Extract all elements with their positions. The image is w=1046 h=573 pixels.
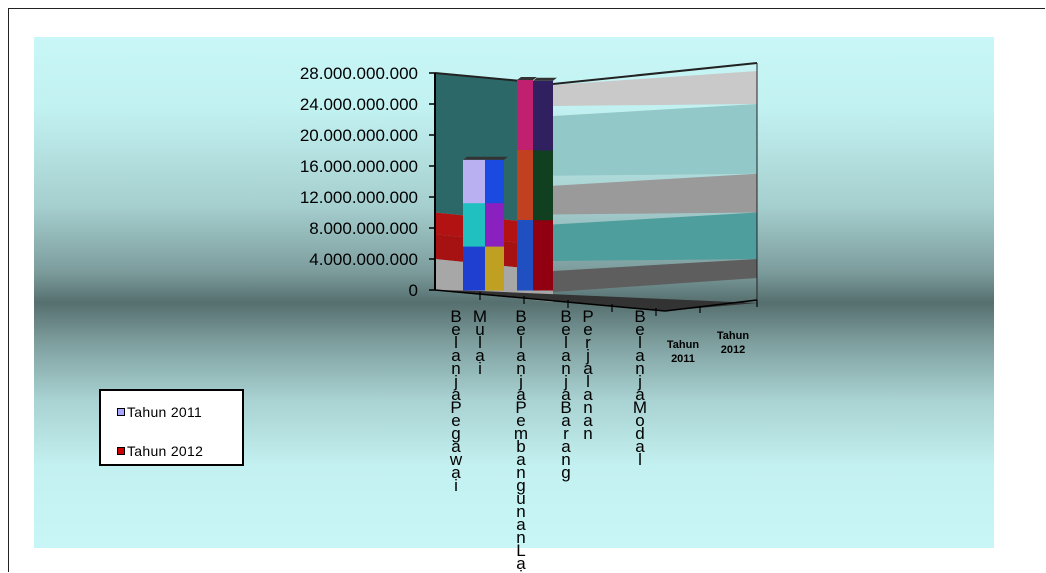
legend-item-2011: Tahun 2011: [117, 403, 202, 421]
legend-label-2012: Tahun 2012: [127, 443, 204, 459]
bars: [463, 76, 557, 291]
bar-tahun-2012-belanjapembangunanlain: [533, 80, 553, 151]
bar-tahun-2012-belanjapegawai: [485, 203, 504, 248]
legend-label-2011: Tahun 2011: [127, 404, 203, 420]
bar-tahun-2011-belanjapembangunanlain: [517, 149, 533, 221]
y-tick-label: 12.000.000.000: [300, 188, 418, 207]
y-tick-labels: 28.000.000.000 24.000.000.000 20.000.000.0…: [300, 64, 418, 300]
back-wall-band: [553, 104, 757, 176]
bar-top-face: [463, 156, 489, 160]
bar-tahun-2012-belanjapegawai: [485, 246, 504, 291]
bar-tahun-2011-belanjapegawai: [463, 203, 485, 248]
legend: Tahun 2011 Tahun 2012: [99, 389, 244, 466]
axes: [429, 72, 758, 316]
bar-tahun-2012-belanjapembangunanlain: [533, 150, 553, 221]
back-wall-band: [553, 71, 757, 106]
y-tick-label: 28.000.000.000: [300, 64, 418, 83]
y-tick-label: 20.000.000.000: [300, 126, 418, 145]
y-tick-label: 4.000.000.000: [309, 250, 418, 269]
bar-tahun-2011-belanjapembangunanlain: [517, 79, 533, 151]
bar-tahun-2012-belanjapembangunanlain: [533, 220, 553, 291]
bar-tahun-2012-belanjapegawai: [485, 159, 504, 204]
bar-top-face: [485, 156, 508, 160]
bar-top-face: [517, 76, 537, 80]
series-depth-label: Tahun 2012: [717, 330, 749, 356]
y-tick-label: 16.000.000.000: [300, 157, 418, 176]
y-tick-label: 0: [409, 281, 418, 300]
category-label: BelanjaPembangunanLain: [514, 307, 528, 573]
bar-tahun-2011-belanjapegawai: [463, 246, 485, 291]
floor: [435, 290, 757, 311]
series-depth-labels: Tahun 2011 Tahun 2012: [667, 330, 749, 365]
legend-item-2012: Tahun 2012: [117, 442, 203, 460]
bar-tahun-2011-belanjapegawai: [463, 159, 485, 204]
back-wall-band: [553, 259, 757, 292]
back-wall: [552, 62, 758, 300]
legend-swatch-2012: [117, 447, 125, 455]
back-wall-top-edge: [552, 62, 758, 85]
back-wall-band: [553, 173, 757, 215]
series-depth-label: Tahun 2011: [667, 339, 699, 365]
y-tick-label: 8.000.000.000: [309, 219, 418, 238]
chart-frame: [8, 8, 1045, 572]
bar-top-face: [533, 77, 557, 81]
legend-swatch-2011: [117, 408, 125, 416]
bar-tahun-2011-belanjapembangunanlain: [517, 219, 533, 291]
y-tick-label: 24.000.000.000: [300, 95, 418, 114]
floor-edge: [434, 289, 758, 312]
back-wall-band: [553, 212, 757, 261]
